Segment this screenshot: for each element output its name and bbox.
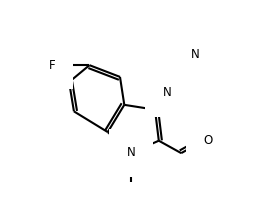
Text: F: F — [49, 59, 55, 72]
Text: N: N — [191, 48, 199, 61]
Text: O: O — [204, 134, 213, 147]
Text: N: N — [127, 146, 136, 159]
Text: N: N — [163, 86, 172, 99]
